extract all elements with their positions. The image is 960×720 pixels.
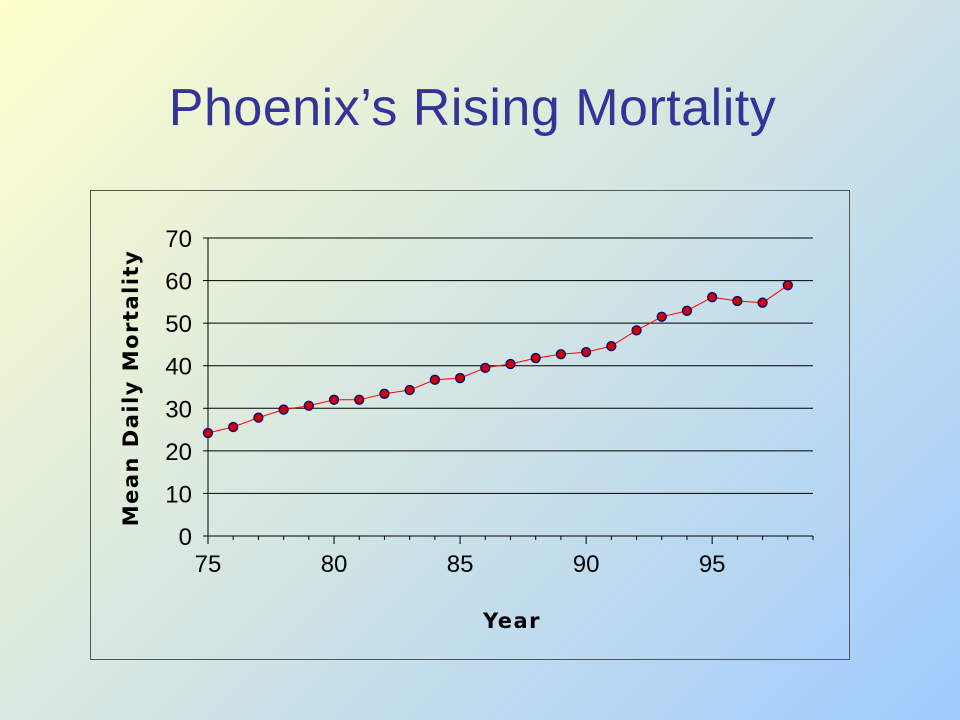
y-axis-label: Mean Daily Mortality: [119, 250, 143, 527]
x-tick-label-75: 75: [195, 551, 222, 578]
x-tick-label-90: 90: [573, 551, 600, 578]
y-tick-label-10: 10: [165, 481, 192, 508]
grid-layer: [208, 237, 813, 537]
data-point-82: [379, 388, 390, 399]
axis-layer: 0 10 20 30 40 50 60 70 75 80 85 90 95: [165, 226, 814, 578]
data-point-80: [328, 394, 340, 405]
x-tick-label-80: 80: [321, 551, 348, 578]
data-point-88: [530, 352, 541, 364]
data-point-86: [480, 362, 491, 373]
series-line-0: [207, 284, 789, 434]
data-point-95: [707, 292, 718, 303]
data-point-85: [454, 372, 466, 384]
data-point-78: [278, 404, 289, 415]
y-tick-label-20: 20: [165, 439, 192, 466]
data-point-93: [656, 311, 667, 322]
data-point-75: [202, 427, 214, 439]
data-point-92: [631, 325, 642, 336]
y-tick-label-50: 50: [165, 311, 192, 338]
chart-frame: [90, 190, 850, 660]
slide-title: Phoenix’s Rising Mortality: [168, 79, 777, 137]
series-layer: [207, 284, 789, 434]
data-point-94: [681, 305, 693, 316]
data-point-90: [580, 346, 592, 358]
data-point-89: [555, 349, 567, 360]
data-point-77: [253, 412, 264, 423]
y-tick-label-40: 40: [165, 354, 192, 381]
data-point-87: [505, 358, 516, 370]
data-point-83: [404, 384, 415, 396]
data-point-98: [782, 280, 793, 291]
y-tick-label-30: 30: [165, 396, 192, 423]
data-point-79: [303, 400, 314, 411]
data-point-96: [732, 295, 743, 307]
data-point-81: [354, 394, 365, 405]
x-axis-label: Year: [482, 609, 541, 633]
x-tick-label-85: 85: [447, 551, 474, 578]
marker-layer: [202, 280, 793, 439]
data-point-91: [606, 340, 617, 352]
x-tick-label-95: 95: [699, 551, 726, 578]
data-point-84: [429, 374, 441, 385]
y-tick-label-60: 60: [165, 269, 192, 296]
y-tick-label-70: 70: [165, 226, 192, 253]
y-tick-label-0: 0: [179, 524, 192, 551]
data-point-97: [757, 297, 768, 308]
data-point-76: [228, 421, 239, 433]
